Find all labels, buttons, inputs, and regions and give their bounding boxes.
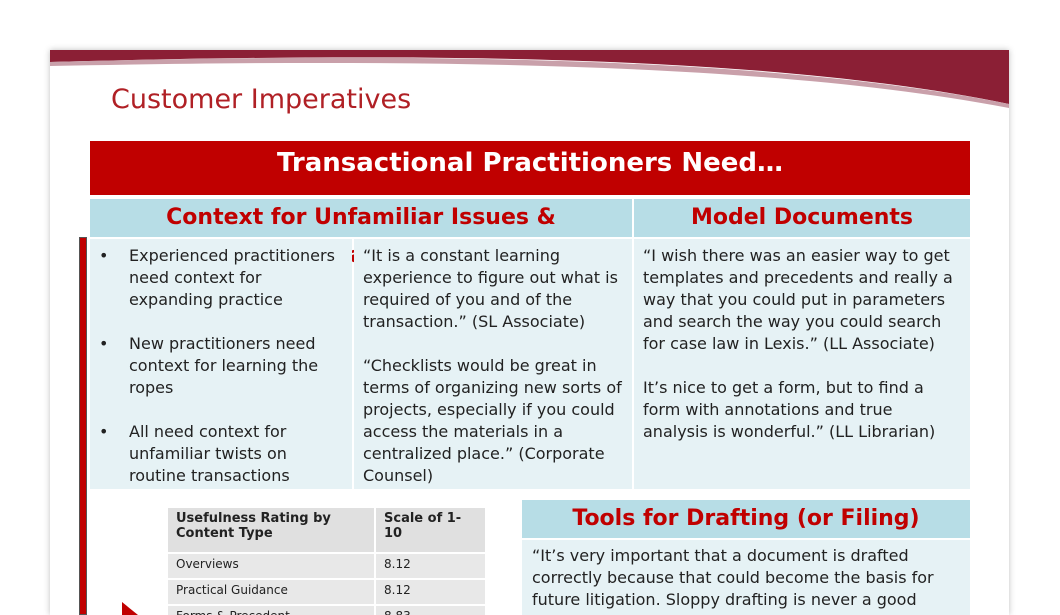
table-header-row: Usefulness Rating by Content Type Scale … [168, 508, 485, 552]
quote: “Checklists would be great in terms of o… [363, 356, 622, 485]
quote: It’s nice to get a form, but to find a f… [643, 378, 936, 441]
banner: Transactional Practitioners Need… [90, 141, 970, 197]
column-header: Scale of 1-10 [376, 508, 485, 552]
list-item: • Experienced practitioners need context … [99, 246, 335, 309]
table-cell: 8.83 [376, 606, 485, 615]
context-quotes-cell: “It is a constant learning experience to… [354, 239, 632, 489]
table-cell: Overviews [168, 554, 374, 578]
model-quotes-cell: “I wish there was an easier way to get t… [634, 239, 970, 489]
table-row: Overviews 8.12 [168, 554, 485, 578]
table-row: Practical Guidance 8.12 [168, 580, 485, 604]
quote: “It’s very important that a document is … [532, 546, 934, 615]
context-header: Context for Unfamiliar Issues & Transact… [90, 199, 632, 268]
table-row: Forms & Precedent 8.83 [168, 606, 485, 615]
list-item: • New practitioners need context for lear… [99, 334, 319, 397]
left-accent-bar [79, 237, 87, 615]
table-cell: Forms & Precedent [168, 606, 374, 615]
slide-title: Customer Imperatives [111, 84, 412, 115]
tools-header: Tools for Drafting (or Filing) [522, 500, 970, 538]
model-documents-header: Model Documents [634, 199, 970, 237]
bullet-text: New practitioners need context for learn… [129, 334, 319, 397]
table-cell: 8.12 [376, 580, 485, 604]
context-bullets-cell: • Experienced practitioners need context … [90, 239, 352, 489]
rating-table: Usefulness Rating by Content Type Scale … [166, 506, 487, 615]
bullet-text: Experienced practitioners need context f… [129, 246, 335, 309]
tools-quote-cell: “It’s very important that a document is … [522, 540, 970, 615]
slide: Customer Imperatives Transactional Pract… [50, 50, 1009, 615]
bullet-text: All need context for unfamiliar twists o… [129, 422, 290, 485]
quote: “It is a constant learning experience to… [363, 246, 618, 331]
table-cell: Practical Guidance [168, 580, 374, 604]
column-header: Usefulness Rating by Content Type [168, 508, 374, 552]
bullet-list: • Experienced practitioners need context … [99, 245, 343, 487]
list-item: • All need context for unfamiliar twists … [99, 422, 290, 485]
quote: “I wish there was an easier way to get t… [643, 246, 953, 353]
header-swoosh [50, 50, 1009, 108]
arrow-icon [122, 602, 138, 615]
table-cell: 8.12 [376, 554, 485, 578]
